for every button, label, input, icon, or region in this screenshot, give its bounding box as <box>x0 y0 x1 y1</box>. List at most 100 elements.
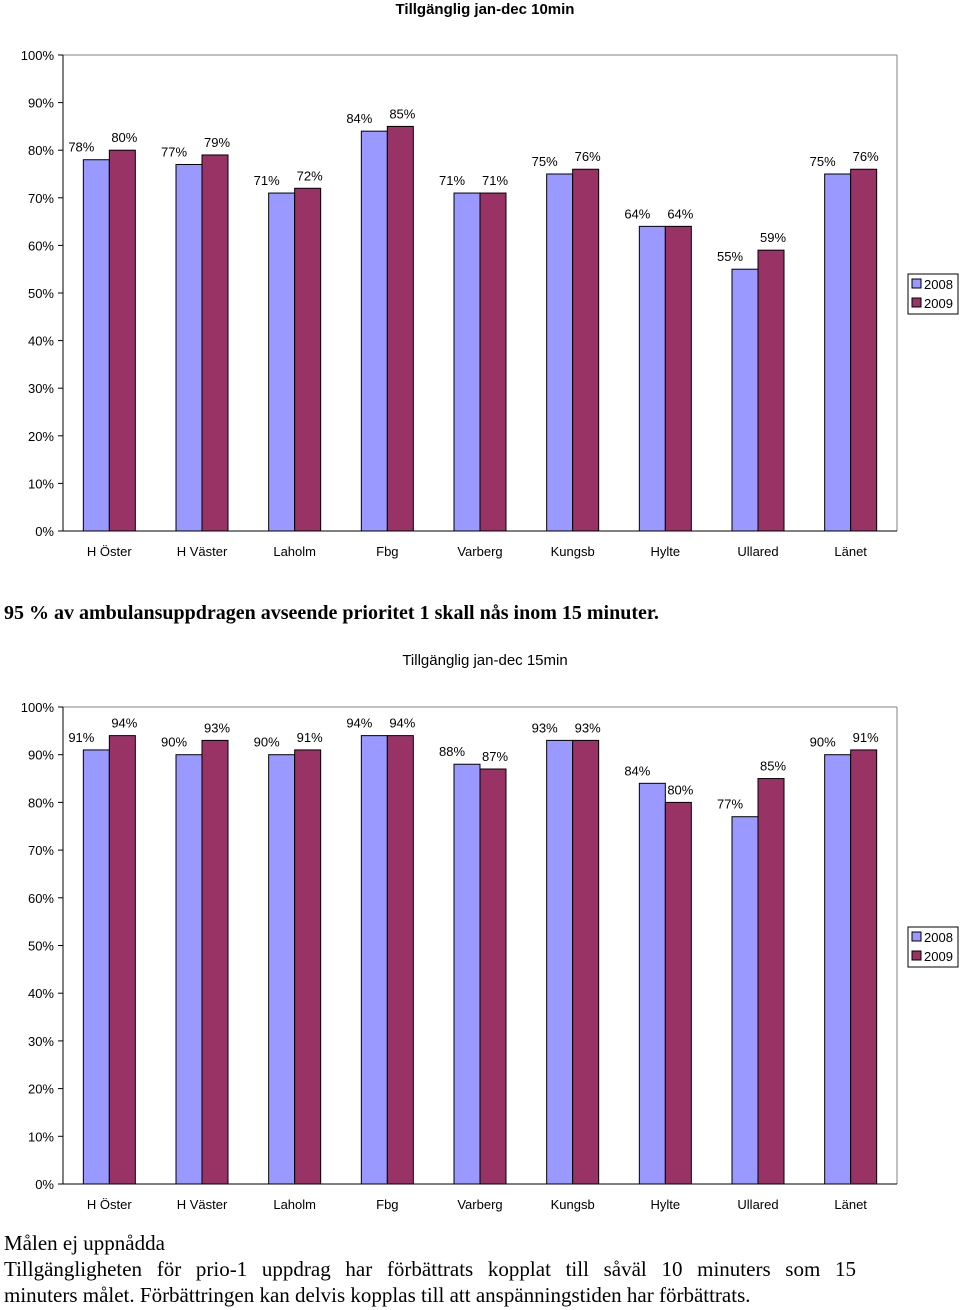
data-label: 59% <box>760 230 786 245</box>
legend-label-2009: 2009 <box>924 296 953 311</box>
data-label: 85% <box>389 106 415 121</box>
data-label: 90% <box>810 735 836 750</box>
chart-10min: Tillgänglig jan-dec 10min 0% 10% 20% 30% 40% 5… <box>21 1 959 559</box>
bar-2008-2 <box>175 754 203 1185</box>
data-label: 94% <box>111 716 137 731</box>
y-tick-label: 90% <box>28 748 54 763</box>
bar-2009-7 <box>664 801 692 1185</box>
bar-2008-3 <box>268 192 296 532</box>
x-tick-label: Laholm <box>273 544 316 559</box>
bar-2009-3 <box>294 187 322 532</box>
y-tick-label: 20% <box>28 1082 54 1097</box>
data-label: 78% <box>68 140 94 155</box>
bar-2009-1 <box>108 735 136 1185</box>
y-tick-label: 0% <box>35 1177 54 1192</box>
section-heading: 95 % av ambulansuppdragen avseende prior… <box>4 602 659 624</box>
data-label: 77% <box>717 797 743 812</box>
bar-2009-4 <box>386 125 414 532</box>
data-label: 71% <box>254 173 280 188</box>
conclusion: Målen ej uppnådda Tillgängligheten för p… <box>4 1230 856 1308</box>
x-tick-label: Fbg <box>376 1197 398 1212</box>
data-label: 94% <box>389 716 415 731</box>
bar-2009-6 <box>572 168 600 532</box>
y-tick-label: 30% <box>28 381 54 396</box>
bar-2008-1 <box>82 159 110 532</box>
bar-2008-5 <box>453 192 481 532</box>
legend-label-2009: 2009 <box>924 949 953 964</box>
x-tick-label: Kungsb <box>551 544 595 559</box>
x-tick-label: Kungsb <box>551 1197 595 1212</box>
bar-2008-8 <box>731 816 759 1185</box>
bar-2008-9 <box>824 173 852 532</box>
data-label: 76% <box>853 149 879 164</box>
y-tick-label: 20% <box>28 429 54 444</box>
bar-2008-4 <box>360 735 388 1185</box>
data-label: 55% <box>717 249 743 264</box>
bar-2009-5 <box>479 192 507 532</box>
bar-2009-2 <box>201 154 229 532</box>
bar-2009-8 <box>757 249 785 532</box>
data-label: 64% <box>624 206 650 221</box>
data-label: 76% <box>575 149 601 164</box>
bar-2008-2 <box>175 163 203 532</box>
data-label: 79% <box>204 135 230 150</box>
data-label: 90% <box>254 735 280 750</box>
y-tick-label: 10% <box>28 476 54 491</box>
bar-2009-9 <box>850 749 878 1185</box>
data-label: 64% <box>667 206 693 221</box>
data-label: 80% <box>111 130 137 145</box>
y-tick-label: 70% <box>28 843 54 858</box>
bar-2009-2 <box>201 739 229 1185</box>
bar-2009-8 <box>757 778 785 1185</box>
data-label: 87% <box>482 749 508 764</box>
legend-swatch-2009 <box>911 950 922 961</box>
data-label: 84% <box>624 763 650 778</box>
bar-2009-6 <box>572 739 600 1185</box>
data-label: 93% <box>204 720 230 735</box>
legend-label-2008: 2008 <box>924 277 953 292</box>
x-tick-label: H Väster <box>177 544 228 559</box>
data-label: 91% <box>68 730 94 745</box>
y-tick-label: 30% <box>28 1034 54 1049</box>
bar-2008-5 <box>453 763 481 1185</box>
y-tick-label: 90% <box>28 96 54 111</box>
data-label: 91% <box>297 730 323 745</box>
y-tick-label: 60% <box>28 238 54 253</box>
bar-2009-1 <box>108 149 136 532</box>
x-tick-label: Hylte <box>651 1197 681 1212</box>
y-tick-label: 40% <box>28 334 54 349</box>
y-tick-label: 40% <box>28 986 54 1001</box>
conclusion-text-line2: minuters målet. Förbättringen kan delvis… <box>4 1283 751 1307</box>
legend-swatch-2008 <box>911 931 922 942</box>
bar-2009-4 <box>386 735 414 1185</box>
y-tick-label: 70% <box>28 191 54 206</box>
bar-2009-9 <box>850 168 878 532</box>
y-tick-label: 80% <box>28 795 54 810</box>
data-label: 72% <box>297 168 323 183</box>
y-tick-label: 10% <box>28 1129 54 1144</box>
data-label: 88% <box>439 744 465 759</box>
x-tick-label: Varberg <box>457 544 502 559</box>
legend-swatch-2008 <box>911 278 922 289</box>
data-label: 94% <box>346 716 372 731</box>
data-label: 93% <box>575 720 601 735</box>
data-label: 93% <box>532 720 558 735</box>
data-label: 77% <box>161 144 187 159</box>
chart-title: Tillgänglig jan-dec 15min <box>402 652 567 669</box>
x-tick-label: H Öster <box>87 1197 132 1212</box>
x-tick-label: Fbg <box>376 544 398 559</box>
y-tick-label: 60% <box>28 891 54 906</box>
data-label: 90% <box>161 735 187 750</box>
x-tick-label: Ullared <box>737 1197 778 1212</box>
bar-2008-7 <box>638 225 666 532</box>
bar-2009-5 <box>479 768 507 1185</box>
conclusion-text-line1: Tillgängligheten för prio-1 uppdrag har … <box>4 1257 856 1281</box>
data-label: 91% <box>853 730 879 745</box>
bar-2008-8 <box>731 268 759 532</box>
bar-2009-7 <box>664 225 692 532</box>
bar-2008-4 <box>360 130 388 532</box>
bar-2008-7 <box>638 782 666 1185</box>
data-label: 84% <box>346 111 372 126</box>
data-label: 75% <box>810 154 836 169</box>
